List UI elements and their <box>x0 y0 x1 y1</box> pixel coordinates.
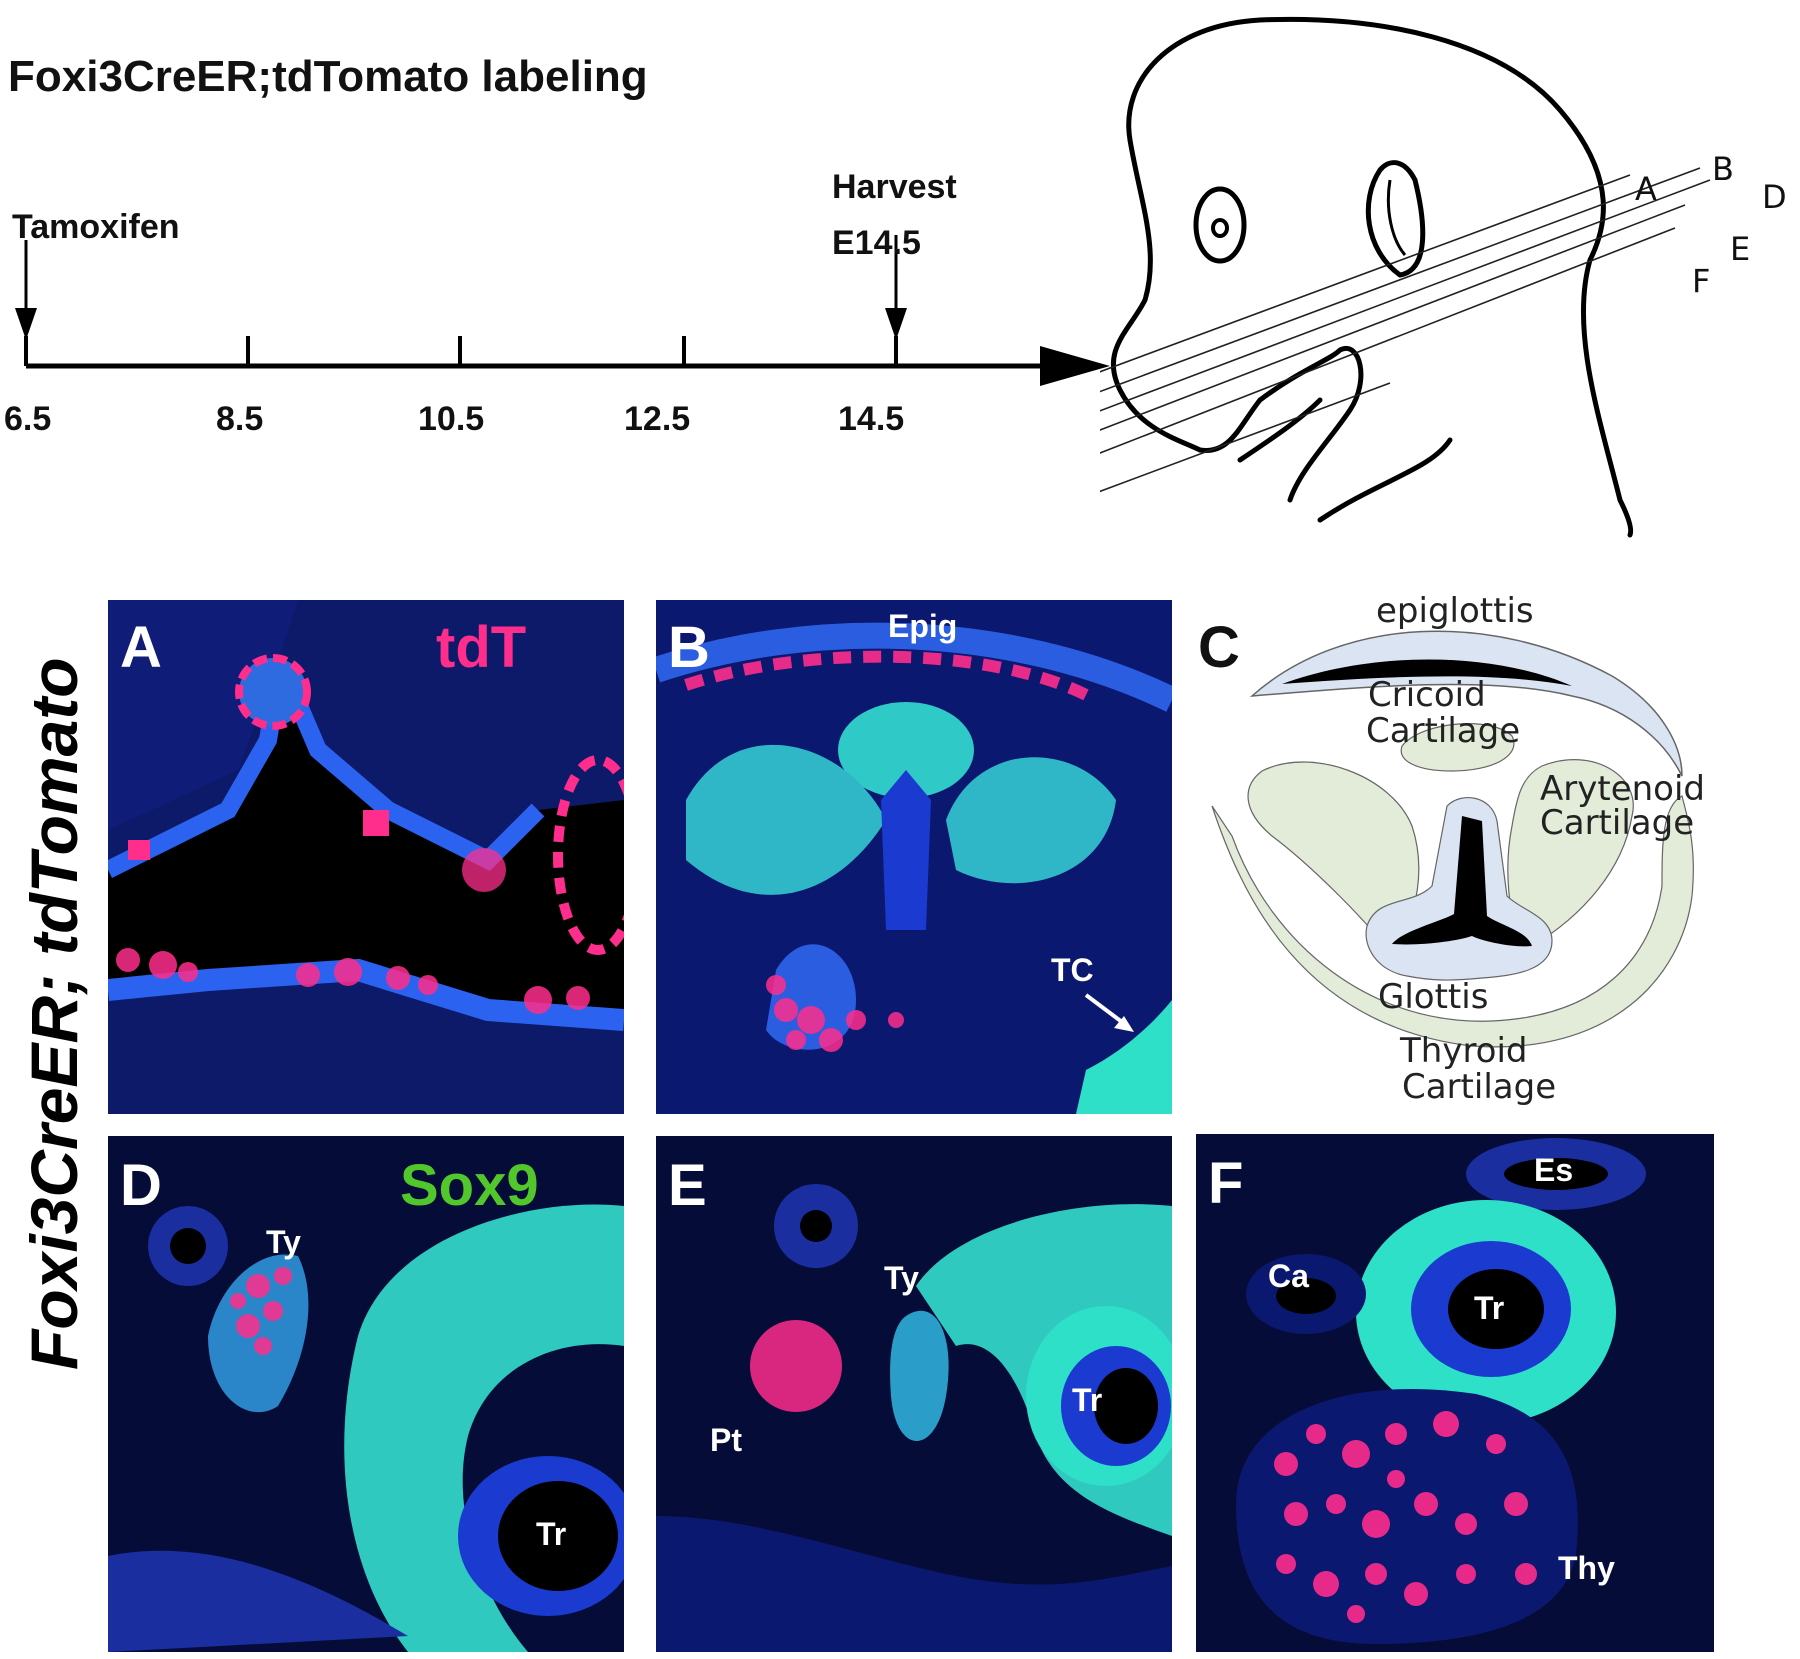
neck-curve-2 <box>1237 397 1323 463</box>
cut-label-D: D <box>1762 178 1787 216</box>
panel-a: A tdT <box>108 600 624 1114</box>
panel-d-stain-label: Sox9 <box>400 1153 539 1218</box>
thyroid-shape <box>1211 795 1694 1048</box>
panel-f-thy-label: Thy <box>1558 1550 1615 1586</box>
panel-f-image <box>1196 1134 1714 1652</box>
panel-a-stain-label: tdT <box>436 615 527 680</box>
tick-label-3: 10.5 <box>418 400 485 438</box>
panel-e-letter: E <box>668 1153 707 1218</box>
panel-e: E Ty Tr Pt <box>656 1136 1172 1652</box>
eye-inner-icon <box>1211 218 1229 238</box>
panel-e-pt-label: Pt <box>710 1422 742 1458</box>
label-arytenoid-2: Cartilage <box>1540 803 1694 843</box>
panel-b-image <box>656 600 1172 1114</box>
larynx-schematic: epiglottis Cricoid Cartilage Arytenoid C… <box>1211 591 1705 1107</box>
panel-f-tr-label: Tr <box>1474 1290 1505 1326</box>
tick-label-5: 14.5 <box>838 400 905 438</box>
panel-a-letter: A <box>120 615 162 680</box>
cut-label-F: F <box>1692 262 1710 300</box>
cut-label-E: E <box>1730 230 1750 268</box>
harvest-stage-label: E14.5 <box>832 224 921 262</box>
timeline <box>15 235 1110 386</box>
eye-outer-icon <box>1193 186 1247 264</box>
panel-b-tc-label: TC <box>1051 952 1094 988</box>
neck-curve-1 <box>1257 345 1364 503</box>
panel-d-image <box>108 1136 624 1652</box>
panel-c: epiglottis Cricoid Cartilage Arytenoid C… <box>1192 591 1752 1116</box>
label-thyroid-1: Thyroid <box>1399 1031 1528 1071</box>
glottis-core <box>1392 816 1532 947</box>
tick-label-1: 6.5 <box>4 400 52 438</box>
face-outline <box>1110 137 1203 453</box>
panel-f-es-label: Es <box>1534 1152 1574 1188</box>
label-glottis: Glottis <box>1378 977 1488 1017</box>
shoulder-curve <box>1317 437 1453 523</box>
epiglottis-core <box>1282 659 1572 686</box>
harvest-label: Harvest <box>832 168 957 206</box>
panel-b-letter: B <box>668 615 710 680</box>
label-thyroid-2: Cartilage <box>1402 1067 1556 1107</box>
panel-e-tr-label: Tr <box>1072 1382 1103 1418</box>
cut-label-B: B <box>1712 150 1734 188</box>
panel-c-letter: C <box>1198 615 1240 680</box>
cricoid-shape <box>1400 723 1515 772</box>
panel-d-letter: D <box>120 1153 162 1218</box>
tamoxifen-arrowhead <box>15 308 37 340</box>
panel-e-image <box>656 1136 1172 1652</box>
panel-f: F Es Ca Tr Thy <box>1196 1134 1714 1652</box>
tick-label-2: 8.5 <box>216 400 264 438</box>
cut-label-A: A <box>1635 170 1657 208</box>
ear-inner-icon <box>1386 179 1407 256</box>
figure-title: Foxi3CreER;tdTomato labeling <box>8 52 648 101</box>
panel-d: D Sox9 Ty Tr <box>108 1136 624 1652</box>
tick-label-4: 12.5 <box>624 400 691 438</box>
section-lines <box>1100 167 1711 493</box>
ear-icon <box>1365 160 1426 278</box>
panel-d-ty-label: Ty <box>266 1224 301 1260</box>
head-outline <box>1126 16 1634 538</box>
panel-f-letter: F <box>1208 1151 1244 1216</box>
label-arytenoid-1: Arytenoid <box>1540 769 1705 809</box>
panel-b: B Epig TC <box>656 600 1172 1114</box>
tamoxifen-label: Tamoxifen <box>12 208 180 246</box>
label-epiglottis: epiglottis <box>1376 596 1534 631</box>
panel-e-ty-label: Ty <box>884 1260 919 1296</box>
label-cricoid-1: Cricoid <box>1368 675 1486 715</box>
embryo-head-sketch: A B D E F <box>1100 16 1787 538</box>
harvest-arrowhead <box>885 308 907 340</box>
genotype-side-label: Foxi3CreER; tdTomato <box>17 657 91 1370</box>
panel-d-tr-label: Tr <box>536 1516 567 1552</box>
panel-a-image <box>108 600 624 1114</box>
label-cricoid-2: Cartilage <box>1366 711 1520 751</box>
timeline-arrowhead <box>1040 346 1110 386</box>
panel-b-epig-label: Epig <box>888 608 958 644</box>
panel-f-ca-label: Ca <box>1268 1258 1309 1294</box>
